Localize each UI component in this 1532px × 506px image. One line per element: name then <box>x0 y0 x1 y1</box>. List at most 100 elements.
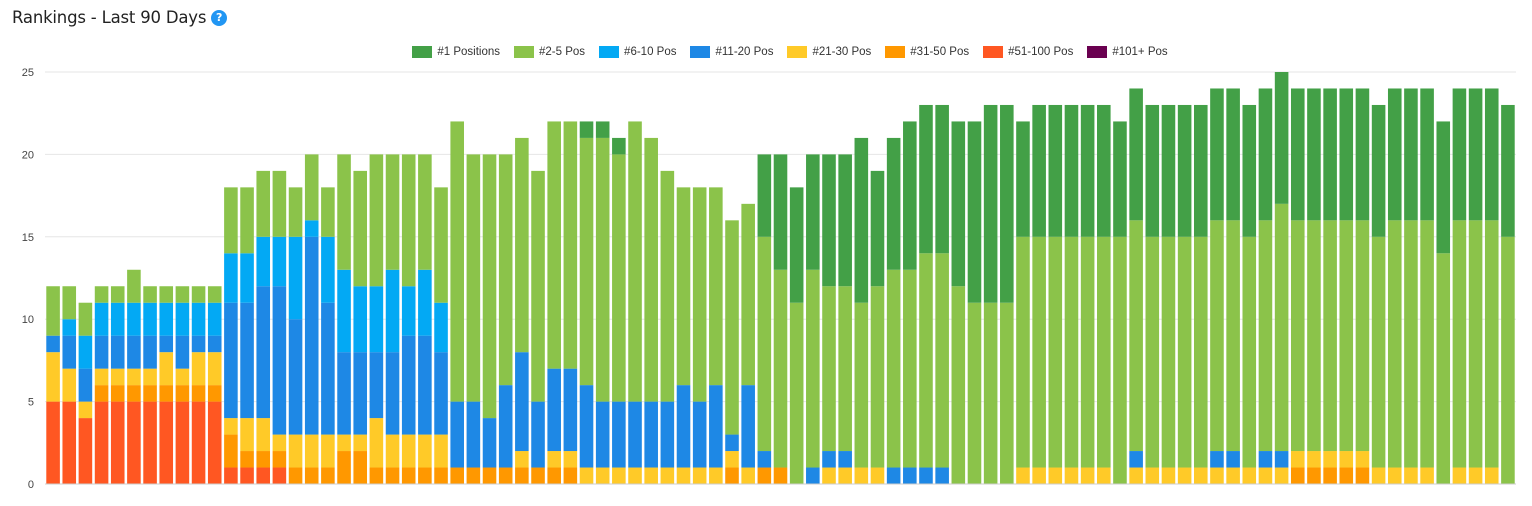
bar-segment[interactable] <box>612 137 626 155</box>
bar-segment[interactable] <box>498 385 513 468</box>
bar-segment[interactable] <box>692 467 707 484</box>
bar-segment[interactable] <box>288 187 303 237</box>
bar-segment[interactable] <box>369 154 384 287</box>
bar-segment[interactable] <box>466 467 481 484</box>
bar-segment[interactable] <box>1436 253 1451 484</box>
bar-segment[interactable] <box>1097 104 1111 237</box>
bar-segment[interactable] <box>304 154 319 221</box>
bar-segment[interactable] <box>159 302 174 336</box>
bar-segment[interactable] <box>418 434 432 468</box>
bar-segment[interactable] <box>256 467 271 484</box>
bar-segment[interactable] <box>272 451 287 468</box>
legend-item[interactable]: #1 Positions <box>412 46 500 58</box>
bar-segment[interactable] <box>240 451 254 468</box>
bar-segment[interactable] <box>579 385 594 468</box>
bar-segment[interactable] <box>547 451 561 468</box>
bar-segment[interactable] <box>644 401 658 468</box>
bar-segment[interactable] <box>207 385 222 402</box>
bar-segment[interactable] <box>935 104 949 254</box>
bar-segment[interactable] <box>434 187 448 303</box>
bar-segment[interactable] <box>175 385 190 402</box>
bar-segment[interactable] <box>903 269 917 468</box>
bar-segment[interactable] <box>1242 104 1257 237</box>
bar-segment[interactable] <box>1339 88 1354 221</box>
bar-segment[interactable] <box>304 467 319 484</box>
bar-segment[interactable] <box>159 401 174 484</box>
bar-segment[interactable] <box>1177 104 1192 237</box>
bar-segment[interactable] <box>256 170 271 237</box>
bar-segment[interactable] <box>434 302 448 353</box>
bar-segment[interactable] <box>353 451 368 484</box>
bar-segment[interactable] <box>143 368 157 386</box>
bar-segment[interactable] <box>385 269 400 353</box>
bar-segment[interactable] <box>418 335 432 435</box>
bar-segment[interactable] <box>1129 451 1143 468</box>
bar-segment[interactable] <box>515 451 529 468</box>
bar-segment[interactable] <box>1097 467 1111 484</box>
bar-segment[interactable] <box>870 286 885 468</box>
bar-segment[interactable] <box>450 401 464 468</box>
bar-segment[interactable] <box>1290 220 1305 452</box>
bar-segment[interactable] <box>385 352 400 435</box>
bar-segment[interactable] <box>1307 88 1321 221</box>
bar-segment[interactable] <box>1016 121 1030 237</box>
bar-segment[interactable] <box>256 451 271 468</box>
bar-segment[interactable] <box>94 368 109 386</box>
bar-segment[interactable] <box>1274 72 1289 204</box>
legend-item[interactable]: #11-20 Pos <box>690 46 773 58</box>
bar-segment[interactable] <box>1420 88 1434 221</box>
bar-segment[interactable] <box>709 385 723 468</box>
bar-segment[interactable] <box>1452 88 1467 221</box>
bar-segment[interactable] <box>547 368 561 452</box>
bar-segment[interactable] <box>127 269 141 303</box>
bar-segment[interactable] <box>143 335 157 369</box>
bar-segment[interactable] <box>143 401 157 484</box>
bar-segment[interactable] <box>1274 203 1289 452</box>
bar-segment[interactable] <box>935 467 949 484</box>
bar-segment[interactable] <box>919 253 933 468</box>
bar-segment[interactable] <box>353 352 368 435</box>
bar-segment[interactable] <box>94 335 109 369</box>
bar-segment[interactable] <box>369 352 384 419</box>
bar-segment[interactable] <box>725 434 739 452</box>
bar-segment[interactable] <box>321 434 335 468</box>
bar-segment[interactable] <box>1210 88 1224 221</box>
bar-segment[interactable] <box>1404 220 1418 468</box>
bar-segment[interactable] <box>531 401 545 468</box>
bar-segment[interactable] <box>1307 467 1321 484</box>
bar-segment[interactable] <box>676 187 691 386</box>
bar-segment[interactable] <box>595 121 610 138</box>
bar-segment[interactable] <box>531 467 545 484</box>
bar-segment[interactable] <box>563 467 578 484</box>
bar-segment[interactable] <box>240 467 254 484</box>
bar-segment[interactable] <box>1484 88 1499 221</box>
bar-segment[interactable] <box>1371 467 1386 484</box>
bar-segment[interactable] <box>175 302 190 336</box>
bar-segment[interactable] <box>337 352 351 435</box>
legend-item[interactable]: #21-30 Pos <box>787 46 871 58</box>
bar-segment[interactable] <box>353 286 368 353</box>
bar-segment[interactable] <box>1355 451 1370 468</box>
bar-segment[interactable] <box>660 467 675 484</box>
bar-segment[interactable] <box>62 319 77 336</box>
bar-segment[interactable] <box>595 137 610 402</box>
bar-segment[interactable] <box>1210 220 1224 452</box>
bar-segment[interactable] <box>903 467 917 484</box>
bar-segment[interactable] <box>935 253 949 468</box>
bar-segment[interactable] <box>1468 467 1483 484</box>
bar-segment[interactable] <box>854 302 869 468</box>
bar-segment[interactable] <box>644 467 658 484</box>
bar-segment[interactable] <box>1210 467 1224 484</box>
bar-segment[interactable] <box>224 467 238 484</box>
bar-segment[interactable] <box>1177 236 1192 468</box>
bar-segment[interactable] <box>1194 104 1208 237</box>
bar-segment[interactable] <box>1145 236 1160 468</box>
bar-segment[interactable] <box>1258 88 1273 221</box>
bar-segment[interactable] <box>498 467 513 484</box>
bar-segment[interactable] <box>1032 104 1046 237</box>
bar-segment[interactable] <box>207 286 222 303</box>
bar-segment[interactable] <box>1468 88 1483 221</box>
bar-segment[interactable] <box>1145 104 1160 237</box>
bar-segment[interactable] <box>46 335 60 353</box>
bar-segment[interactable] <box>692 401 707 468</box>
